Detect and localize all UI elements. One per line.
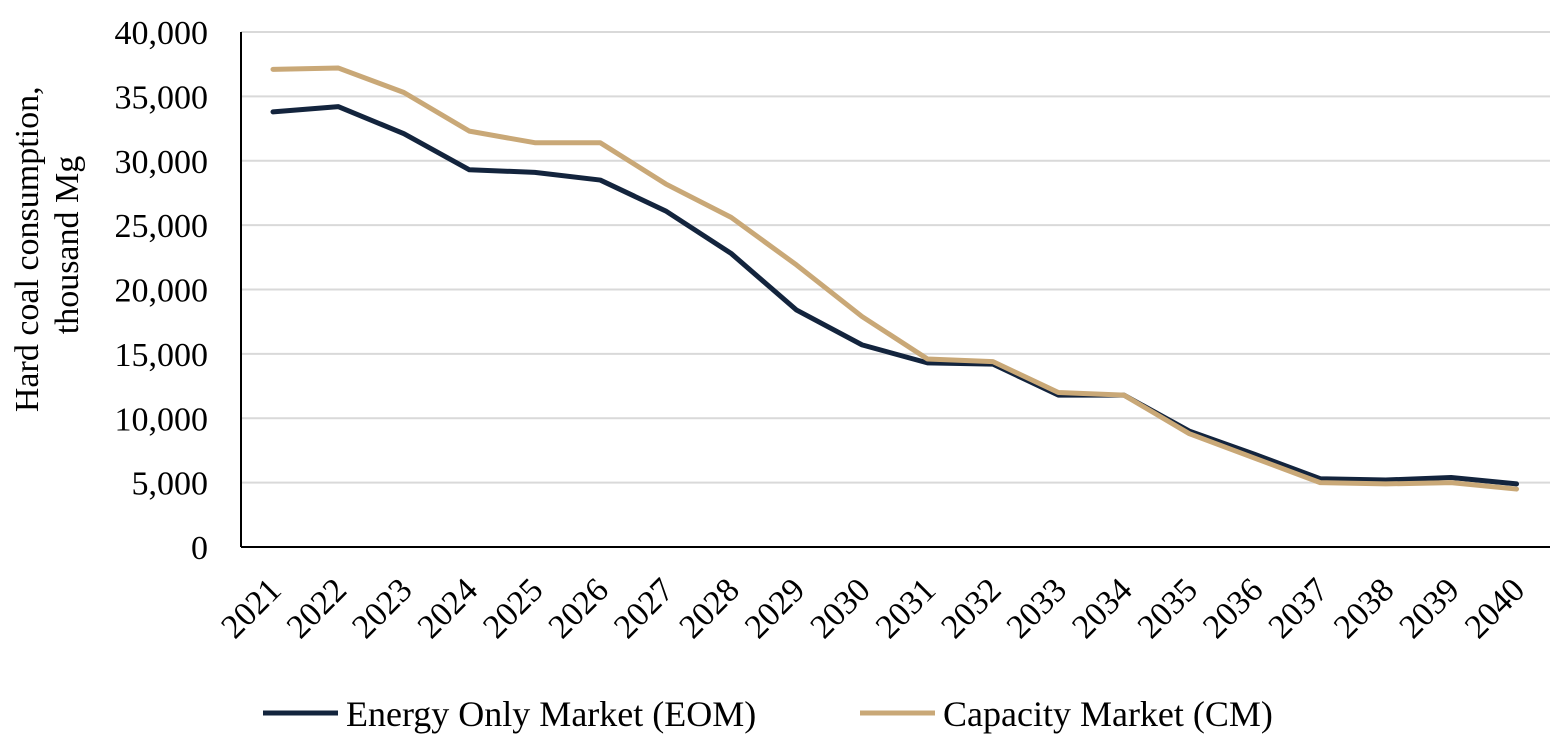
- legend-item: Energy Only Market (EOM): [263, 694, 756, 734]
- x-tick-label: 2024: [411, 571, 485, 645]
- x-tick-label: 2029: [738, 571, 812, 645]
- y-tick-label: 10,000: [115, 401, 209, 438]
- x-tick-label: 2028: [673, 571, 747, 645]
- x-tick-label: 2037: [1262, 571, 1336, 645]
- x-tick-label: 2023: [345, 571, 419, 645]
- y-tick-label: 0: [191, 530, 208, 567]
- x-tick-label: 2032: [934, 571, 1008, 645]
- x-tick-label: 2031: [869, 571, 943, 645]
- x-tick-label: 2033: [1000, 571, 1074, 645]
- legend-label: Energy Only Market (EOM): [346, 694, 756, 734]
- y-tick-label: 30,000: [115, 144, 209, 181]
- y-tick-label: 20,000: [115, 273, 209, 310]
- x-tick-label: 2027: [607, 571, 681, 645]
- x-tick-label: 2035: [1131, 571, 1205, 645]
- x-axis: 2021202220232024202520262027202820292030…: [214, 546, 1550, 646]
- y-axis: 0 5,000 10,000 15,000 20,000 25,000 30,000 35,0…: [115, 15, 242, 567]
- x-tick-label: 2040: [1458, 571, 1532, 645]
- y-axis-label: Hard coal consumption, thousand Mg: [9, 78, 86, 412]
- series-line-eom: [270, 104, 1520, 487]
- x-tick-label: 2026: [542, 571, 616, 645]
- y-tick-label: 5,000: [132, 466, 209, 503]
- legend: Energy Only Market (EOM) Capacity Market …: [263, 694, 1273, 734]
- x-tick-label: 2034: [1065, 571, 1139, 645]
- y-axis-label-line1: Hard coal consumption,: [9, 86, 46, 412]
- y-axis-label-line2: thousand Mg: [49, 156, 86, 335]
- x-tick-label: 2036: [1196, 571, 1270, 645]
- x-tick-label: 2030: [803, 571, 877, 645]
- y-tick-label: 15,000: [115, 337, 209, 374]
- y-tick-label: 40,000: [115, 15, 209, 52]
- series-line-cm: [270, 65, 1520, 492]
- legend-label: Capacity Market (CM): [943, 694, 1273, 734]
- gridlines: [241, 31, 1550, 484]
- x-tick-label: 2025: [476, 571, 550, 645]
- y-tick-label: 25,000: [115, 208, 209, 245]
- x-tick-label: 2022: [280, 571, 354, 645]
- legend-item: Capacity Market (CM): [860, 694, 1273, 734]
- x-tick-label: 2039: [1393, 571, 1467, 645]
- x-tick-label: 2021: [214, 571, 288, 645]
- x-tick-label: 2038: [1327, 571, 1401, 645]
- series-group: [270, 65, 1520, 492]
- y-tick-label: 35,000: [115, 79, 209, 116]
